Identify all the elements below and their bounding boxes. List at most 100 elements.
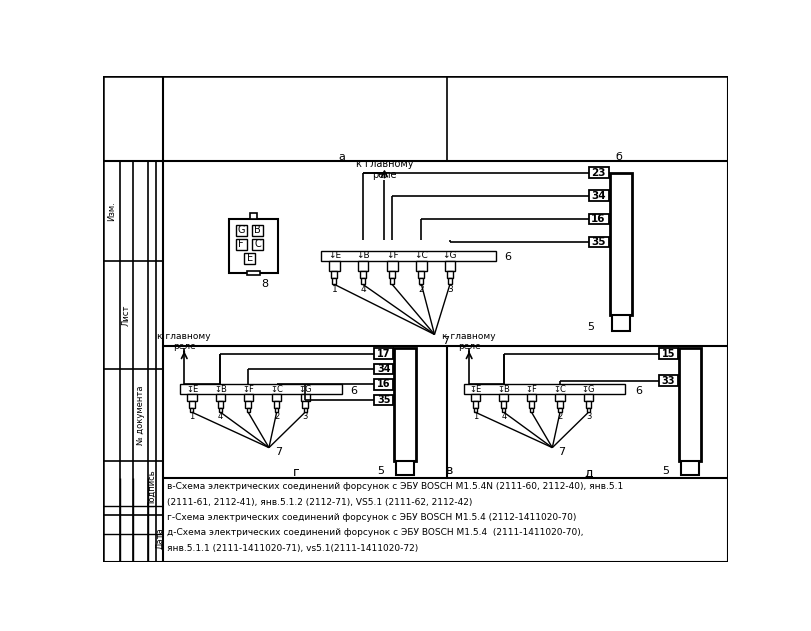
Text: г: г [293, 466, 299, 479]
Bar [587, 408, 590, 412]
Bar [474, 408, 477, 412]
Bar [394, 348, 416, 461]
Bar [586, 401, 591, 408]
Bar [375, 379, 393, 390]
Text: C: C [254, 239, 261, 249]
Text: ↧E: ↧E [186, 385, 198, 394]
Text: 15: 15 [662, 349, 676, 358]
Bar [246, 401, 251, 408]
Bar [500, 394, 508, 401]
Bar [659, 348, 678, 359]
Text: B: B [254, 225, 261, 235]
Bar [589, 213, 608, 225]
Text: ↧B: ↧B [356, 251, 370, 261]
Bar [247, 408, 250, 412]
Text: 6: 6 [350, 386, 357, 396]
Bar [217, 401, 223, 408]
Bar [375, 394, 393, 405]
Text: ↧G: ↧G [443, 251, 457, 261]
Text: 7: 7 [558, 447, 565, 457]
Text: 2: 2 [274, 411, 279, 420]
Text: 2: 2 [418, 285, 424, 293]
Bar [247, 271, 260, 275]
Text: F: F [238, 239, 244, 249]
Text: 35: 35 [591, 237, 606, 247]
Bar [416, 261, 427, 271]
Bar [396, 461, 414, 475]
Text: к главному
реле: к главному реле [442, 332, 496, 351]
Text: 8: 8 [261, 280, 268, 290]
Bar [360, 271, 366, 278]
Text: 2: 2 [557, 411, 563, 420]
Bar [219, 408, 222, 412]
Text: 6: 6 [504, 252, 511, 262]
Text: б: б [616, 151, 623, 162]
Bar [275, 408, 278, 412]
Bar [180, 384, 342, 394]
Bar [387, 261, 397, 271]
Text: ↧G: ↧G [581, 385, 595, 394]
Text: 6: 6 [635, 386, 642, 396]
Bar [303, 408, 307, 412]
Bar [250, 213, 257, 219]
Text: 1: 1 [332, 285, 337, 293]
Text: 5: 5 [377, 466, 384, 476]
Bar [321, 251, 496, 261]
Bar [419, 278, 423, 285]
Bar [680, 348, 701, 461]
Text: Лист: Лист [122, 305, 131, 326]
Bar [189, 401, 195, 408]
Bar [530, 408, 533, 412]
Text: E: E [247, 253, 253, 263]
Text: ↧F: ↧F [526, 385, 538, 394]
Text: а: а [339, 151, 345, 162]
Bar [390, 278, 394, 285]
Bar [589, 237, 608, 247]
Bar [187, 394, 196, 401]
Text: в-Схема электрических соединений форсунок с ЭБУ BOSCH M1.5.4N (2111-60, 2112-40): в-Схема электрических соединений форсуно… [167, 482, 624, 492]
Text: 16: 16 [591, 214, 606, 224]
Text: Дата: Дата [155, 528, 164, 550]
Text: 35: 35 [377, 395, 390, 405]
Bar [361, 278, 365, 285]
Bar [557, 401, 563, 408]
Bar [375, 348, 393, 359]
Bar [274, 401, 279, 408]
Bar [464, 384, 625, 394]
Bar [681, 461, 699, 475]
Bar [229, 219, 278, 273]
Text: 3: 3 [586, 411, 591, 420]
Text: 4: 4 [501, 411, 506, 420]
Text: 5: 5 [587, 322, 594, 332]
Text: 23: 23 [591, 168, 606, 178]
Bar [303, 401, 308, 408]
Bar [191, 408, 194, 412]
Bar [501, 401, 507, 408]
Bar [301, 394, 310, 401]
Bar [584, 394, 593, 401]
Text: (2111-61, 2112-41), янв.5.1.2 (2112-71), VS5.1 (2111-62, 2112-42): (2111-61, 2112-41), янв.5.1.2 (2112-71),… [167, 498, 473, 507]
Bar [244, 253, 255, 264]
Text: 17: 17 [377, 349, 390, 358]
Bar [659, 375, 678, 386]
Bar [529, 401, 534, 408]
Text: ↧C: ↧C [414, 251, 428, 261]
Bar [332, 271, 337, 278]
Text: г-Схема электрических соединений форсунок с ЭБУ BOSCH M1.5.4 (2112-1411020-70): г-Схема электрических соединений форсуно… [167, 513, 577, 522]
Text: ↧C: ↧C [554, 385, 566, 394]
Text: ↧F: ↧F [242, 385, 254, 394]
Text: 7: 7 [275, 447, 281, 457]
Text: 4: 4 [218, 411, 223, 420]
Text: ↧F: ↧F [386, 251, 398, 261]
Text: 34: 34 [591, 191, 606, 201]
Bar [375, 363, 393, 374]
Text: ↧B: ↧B [214, 385, 227, 394]
Bar [559, 408, 561, 412]
Bar [333, 278, 337, 285]
Bar [444, 261, 455, 271]
Bar [236, 239, 247, 250]
Bar [610, 173, 632, 316]
Bar [448, 278, 452, 285]
Text: ↧C: ↧C [270, 385, 283, 394]
Text: Изм.: Изм. [107, 201, 116, 221]
